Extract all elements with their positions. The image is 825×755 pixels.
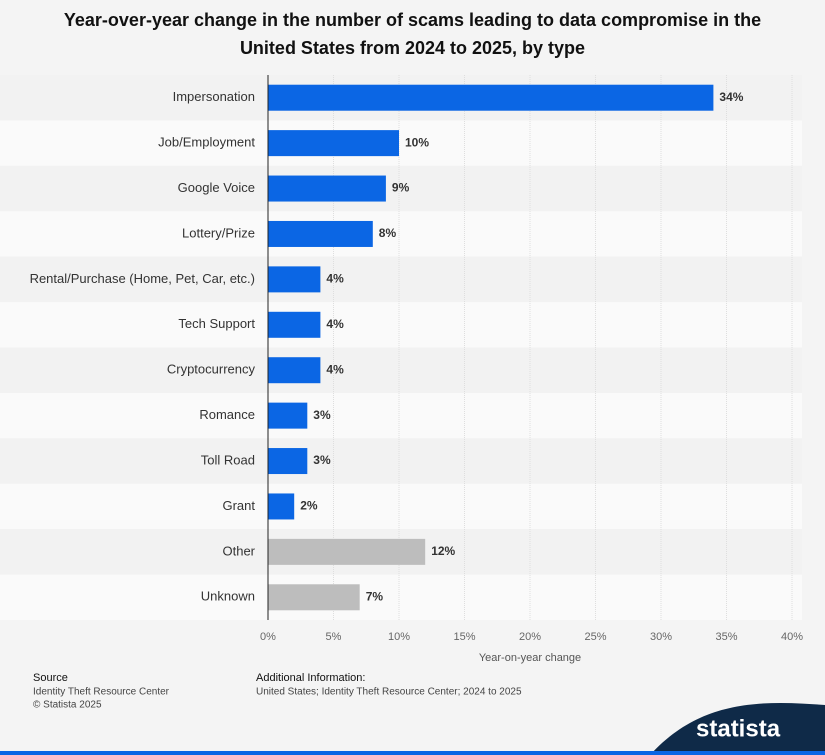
value-label: 8% <box>379 226 397 240</box>
row-stripe <box>0 574 802 620</box>
x-axis-label: Year-on-year change <box>479 652 581 664</box>
value-label: 10% <box>405 135 429 149</box>
bar <box>268 538 426 565</box>
bar <box>268 311 321 338</box>
x-tick-label: 10% <box>388 631 410 643</box>
y-tick-label: Toll Road <box>201 452 255 467</box>
x-tick-label: 5% <box>326 631 342 643</box>
value-label: 34% <box>719 90 743 104</box>
x-tick-label: 15% <box>453 631 475 643</box>
source-heading: Source <box>33 672 68 684</box>
x-tick-label: 20% <box>519 631 541 643</box>
bar <box>268 584 360 611</box>
x-tick-label: 0% <box>260 631 276 643</box>
bar <box>268 130 399 157</box>
y-tick-label: Lottery/Prize <box>182 225 255 240</box>
chart-title: Year-over-year change in the number of s… <box>63 10 762 58</box>
value-label: 4% <box>326 362 344 376</box>
y-tick-label: Unknown <box>201 589 255 604</box>
bar <box>268 266 321 293</box>
y-tick-label: Tech Support <box>178 316 255 331</box>
bottom-line <box>0 751 825 755</box>
row-stripe <box>0 165 802 212</box>
y-tick-label: Google Voice <box>178 180 255 195</box>
row-stripe <box>0 211 802 257</box>
logo-wave <box>650 702 825 755</box>
row-stripe <box>0 302 802 348</box>
y-tick-label: Other <box>222 543 255 558</box>
y-tick-label: Impersonation <box>173 89 255 104</box>
value-label: 2% <box>300 499 318 513</box>
bar <box>268 493 295 520</box>
y-tick-label: Grant <box>222 498 255 513</box>
row-stripe <box>0 438 802 484</box>
row-stripe <box>0 256 802 303</box>
bar <box>268 84 714 111</box>
source-line: Identity Theft Resource Center <box>33 687 170 698</box>
info-heading: Additional Information: <box>256 672 365 684</box>
y-tick-label: Job/Employment <box>158 135 255 150</box>
x-tick-label: 30% <box>650 631 672 643</box>
y-tick-label: Rental/Purchase (Home, Pet, Car, etc.) <box>30 271 255 286</box>
value-label: 3% <box>313 408 331 422</box>
y-tick-label: Cryptocurrency <box>167 362 256 377</box>
logo: statista <box>696 715 781 742</box>
bar <box>268 448 308 475</box>
source-line: © Statista 2025 <box>33 700 102 711</box>
bar <box>268 175 386 202</box>
row-stripe <box>0 347 802 393</box>
bar <box>268 357 321 384</box>
x-tick-label: 35% <box>715 631 737 643</box>
value-label: 4% <box>326 317 344 331</box>
row-stripe <box>0 392 802 439</box>
value-label: 7% <box>366 589 384 603</box>
x-tick-label: 25% <box>584 631 606 643</box>
y-tick-label: Romance <box>199 407 255 422</box>
bar <box>268 220 373 247</box>
bar <box>268 402 308 429</box>
value-label: 12% <box>431 544 455 558</box>
value-label: 3% <box>313 453 331 467</box>
value-label: 4% <box>326 272 344 286</box>
info-text: United States; Identity Theft Resource C… <box>256 687 522 698</box>
row-stripe <box>0 483 802 530</box>
value-label: 9% <box>392 181 410 195</box>
x-tick-label: 40% <box>781 631 803 643</box>
row-stripe <box>0 120 802 166</box>
